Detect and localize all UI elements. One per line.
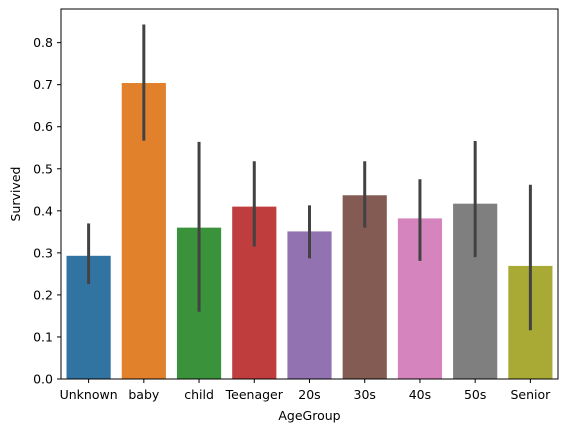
x-tick-label-40s: 40s xyxy=(409,387,431,402)
y-tick-label: 0.4 xyxy=(33,203,53,218)
y-tick-label: 0.2 xyxy=(33,287,53,302)
y-tick-label: 0.1 xyxy=(33,329,53,344)
x-tick-label-baby: baby xyxy=(128,387,160,402)
y-tick-label: 0.3 xyxy=(33,245,53,260)
y-tick-label: 0.0 xyxy=(33,372,53,387)
x-tick-label-senior: Senior xyxy=(510,387,551,402)
y-tick-label: 0.7 xyxy=(33,77,53,92)
y-tick-label: 0.5 xyxy=(33,161,53,176)
x-tick-label-teenager: Teenager xyxy=(225,387,284,402)
x-tick-label-30s: 30s xyxy=(354,387,376,402)
error-bars-layer xyxy=(87,24,532,331)
x-tick-label-child: child xyxy=(184,387,214,402)
bars-layer xyxy=(66,83,553,379)
y-axis: 0.0 0.1 0.2 0.3 0.4 0.5 0.6 0.7 0.8 xyxy=(33,35,61,387)
x-tick-label-50s: 50s xyxy=(464,387,486,402)
y-axis-label: Survived xyxy=(8,167,23,222)
x-tick-label-20s: 20s xyxy=(298,387,320,402)
x-axis-label: AgeGroup xyxy=(278,408,340,423)
x-tick-label-unknown: Unknown xyxy=(60,387,118,402)
x-axis: Unknown baby child Teenager 20s 30s 40s 50s Seni… xyxy=(60,379,551,402)
y-tick-label: 0.8 xyxy=(33,35,53,50)
y-tick-label: 0.6 xyxy=(33,119,53,134)
